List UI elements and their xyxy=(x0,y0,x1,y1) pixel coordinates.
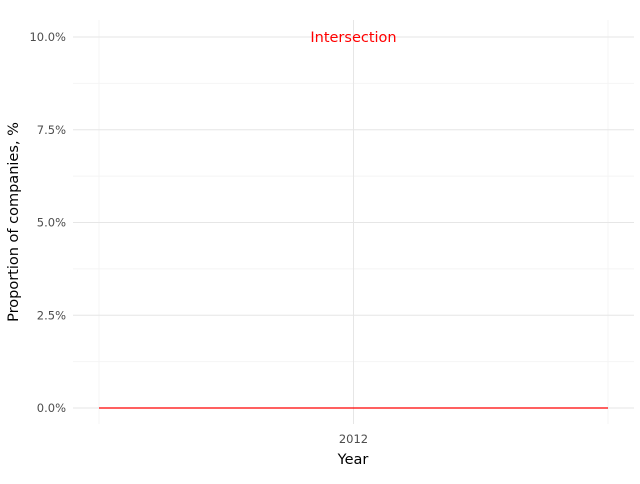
x-tick-labels: 2012 xyxy=(339,432,368,446)
grid-layer xyxy=(73,20,634,424)
y-tick-label: 7.5% xyxy=(37,123,66,137)
y-axis-title: Proportion of companies, % xyxy=(6,122,22,322)
y-tick-label: 0.0% xyxy=(37,401,66,415)
x-tick-label: 2012 xyxy=(339,432,368,446)
annotation-label: Intersection xyxy=(310,30,396,46)
y-tick-labels: 0.0% 2.5% 5.0% 7.5% 10.0% xyxy=(29,30,66,415)
y-tick-label: 5.0% xyxy=(37,216,66,230)
annotation-layer: Intersection xyxy=(310,30,396,46)
y-tick-label: 10.0% xyxy=(29,30,66,44)
x-axis-title: Year xyxy=(337,452,369,468)
y-tick-label: 2.5% xyxy=(37,308,66,322)
